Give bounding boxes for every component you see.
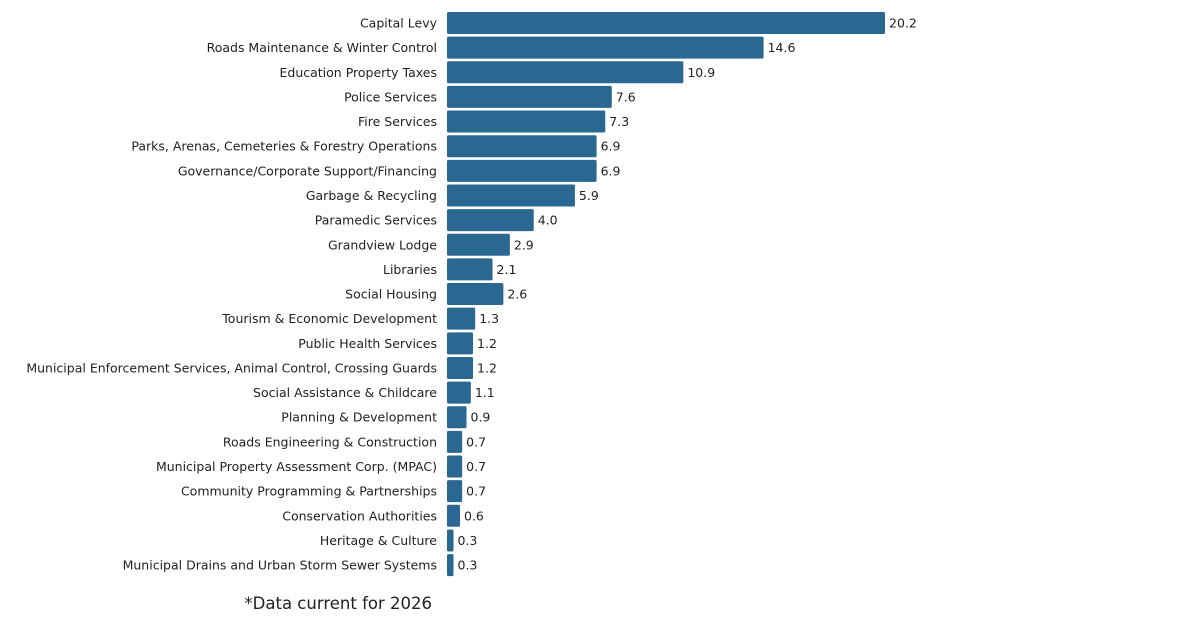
bar — [447, 209, 534, 232]
category-label: Paramedic Services — [315, 213, 437, 228]
bar — [447, 356, 474, 379]
bar — [447, 283, 504, 306]
data-label: 1.1 — [475, 385, 495, 400]
category-label: Education Property Taxes — [279, 65, 437, 80]
bar — [447, 258, 493, 281]
category-label: Planning & Development — [281, 410, 437, 425]
category-label: Municipal Drains and Urban Storm Sewer S… — [123, 558, 437, 573]
category-label: Community Programming & Partnerships — [181, 484, 437, 499]
category-label: Conservation Authorities — [282, 508, 437, 523]
bar — [447, 554, 454, 577]
bar — [447, 110, 606, 133]
data-label: 20.2 — [889, 16, 917, 31]
data-label: 1.2 — [477, 336, 497, 351]
category-label: Public Health Services — [298, 336, 437, 351]
bar — [447, 159, 597, 182]
data-label: 0.6 — [464, 508, 484, 523]
data-label: 1.2 — [477, 360, 497, 375]
bar — [447, 307, 476, 330]
bar — [447, 12, 885, 34]
data-label: 2.9 — [514, 237, 534, 252]
data-label: 6.9 — [601, 163, 621, 178]
category-label: Social Housing — [345, 287, 437, 302]
category-label: Fire Services — [358, 114, 437, 129]
bar — [447, 455, 463, 478]
category-label: Garbage & Recycling — [306, 188, 437, 203]
data-label: 0.7 — [466, 459, 486, 474]
bar — [447, 36, 764, 59]
category-label: Heritage & Culture — [320, 533, 437, 548]
bar — [447, 430, 463, 453]
data-label: 5.9 — [579, 188, 599, 203]
data-label: 2.6 — [507, 287, 527, 302]
bar — [447, 184, 575, 207]
data-label: 4.0 — [538, 213, 558, 228]
bar — [447, 504, 461, 527]
category-label: Police Services — [344, 89, 437, 104]
category-label: Roads Maintenance & Winter Control — [207, 40, 437, 55]
footnote: *Data current for 2026 — [244, 594, 432, 613]
data-label: 14.6 — [768, 40, 796, 55]
category-label: Social Assistance & Childcare — [253, 385, 437, 400]
data-label: 0.3 — [458, 533, 478, 548]
data-label: 0.7 — [466, 484, 486, 499]
bar — [447, 529, 454, 552]
bar — [447, 85, 612, 108]
data-label: 10.9 — [687, 65, 715, 80]
data-label: 1.3 — [479, 311, 499, 326]
bar — [447, 381, 471, 404]
category-label: Libraries — [383, 262, 437, 277]
data-label: 7.6 — [616, 89, 636, 104]
data-label: 6.9 — [601, 139, 621, 154]
category-label: Tourism & Economic Development — [221, 311, 437, 326]
bar — [447, 233, 510, 256]
category-label: Municipal Property Assessment Corp. (MPA… — [156, 459, 437, 474]
bar — [447, 61, 684, 84]
bar — [447, 406, 467, 429]
category-label: Roads Engineering & Construction — [223, 434, 437, 449]
data-label: 0.3 — [458, 558, 478, 573]
data-label: 0.7 — [466, 434, 486, 449]
category-label: Grandview Lodge — [328, 237, 437, 252]
bar — [447, 480, 463, 503]
category-label: Governance/Corporate Support/Financing — [178, 163, 437, 178]
data-label: 2.1 — [497, 262, 517, 277]
data-label: 0.9 — [471, 410, 491, 425]
category-label: Capital Levy — [360, 16, 438, 31]
bar — [447, 135, 597, 158]
data-label: 7.3 — [609, 114, 629, 129]
category-label: Municipal Enforcement Services, Animal C… — [26, 360, 437, 375]
category-label: Parks, Arenas, Cemeteries & Forestry Ope… — [131, 139, 437, 154]
bar — [447, 332, 474, 355]
